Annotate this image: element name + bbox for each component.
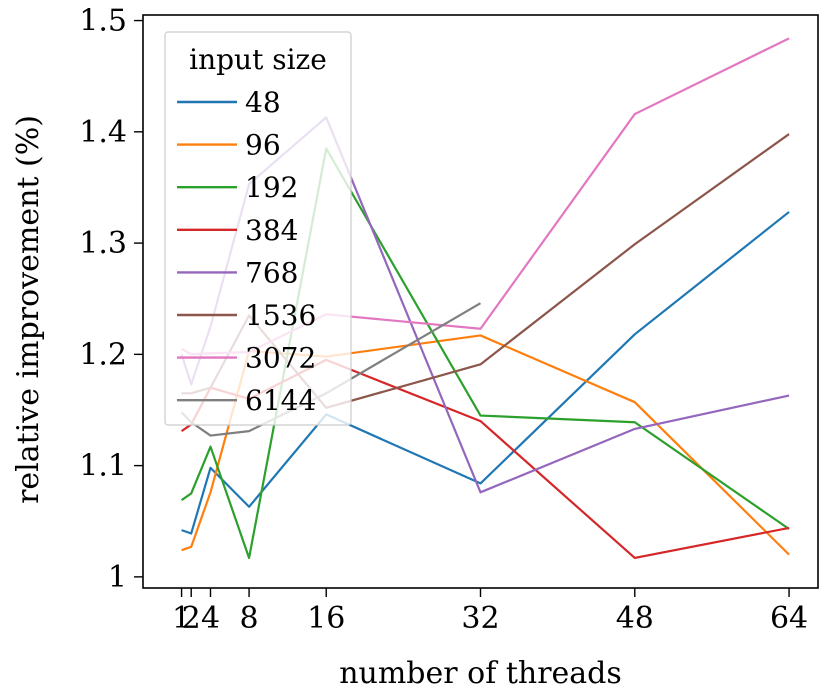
y-tick-label: 1.4 [79, 115, 127, 150]
x-tick-label: 32 [461, 601, 499, 636]
y-tick-label: 1.1 [79, 449, 127, 484]
legend-label-192: 192 [245, 171, 298, 204]
x-axis: 12 4 8 16 32 48 64 [172, 588, 808, 636]
x-axis-title: number of threads [339, 656, 622, 691]
legend-label-48: 48 [245, 86, 281, 119]
series-line-48 [181, 211, 790, 535]
y-tick-label: 1.2 [79, 337, 127, 372]
x-tick-label: 1 [172, 601, 191, 636]
legend-label-1536: 1536 [245, 299, 316, 332]
legend: input size 48 96 192 384 768 1536 3072 6144 [164, 31, 352, 426]
y-axis: 1 1.1 1.2 1.3 1.4 1.5 [79, 4, 143, 595]
x-tick-label: 2 [182, 601, 201, 636]
x-tick-label: 4 [201, 601, 220, 636]
x-tick-label: 64 [770, 601, 808, 636]
y-tick-label: 1.5 [79, 4, 127, 39]
legend-title: input size [189, 43, 327, 76]
y-tick-label: 1.3 [79, 226, 127, 261]
x-tick-label: 48 [616, 601, 654, 636]
legend-label-384: 384 [245, 214, 298, 247]
legend-box [164, 31, 352, 426]
legend-label-6144: 6144 [245, 384, 316, 417]
x-tick-label: 8 [240, 601, 259, 636]
y-tick-label: 1 [108, 560, 127, 595]
legend-label-768: 768 [245, 256, 298, 289]
x-tick-label: 16 [307, 601, 345, 636]
y-axis-title: relative improvement (%) [11, 115, 46, 504]
legend-label-96: 96 [245, 129, 281, 162]
legend-label-3072: 3072 [245, 342, 316, 375]
